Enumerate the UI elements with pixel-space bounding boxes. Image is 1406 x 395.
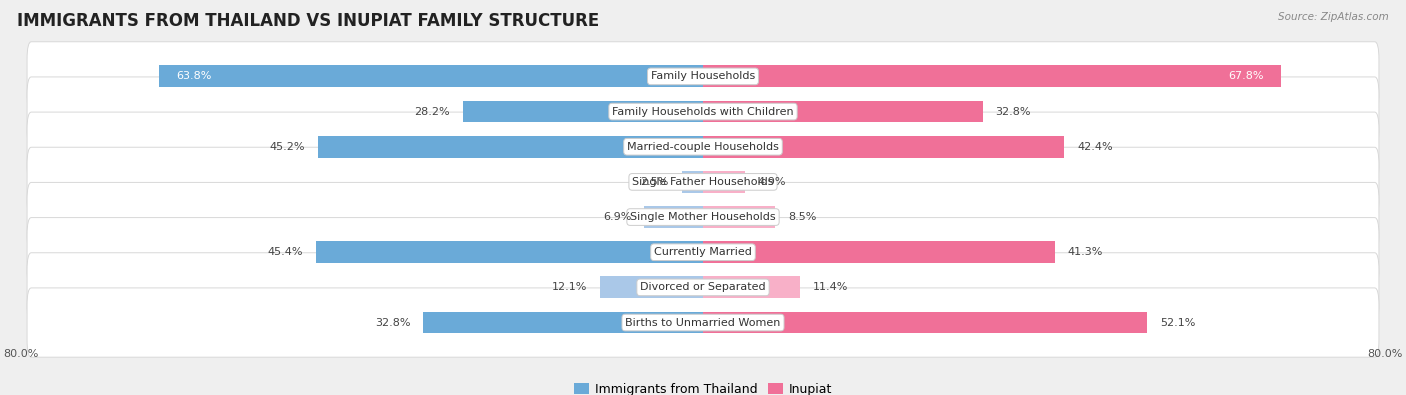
FancyBboxPatch shape bbox=[27, 182, 1379, 252]
Bar bbox=[644, 206, 703, 228]
Text: 4.9%: 4.9% bbox=[758, 177, 786, 187]
Text: 12.1%: 12.1% bbox=[551, 282, 588, 292]
FancyBboxPatch shape bbox=[27, 253, 1379, 322]
Bar bbox=[703, 101, 983, 122]
Text: Births to Unmarried Women: Births to Unmarried Women bbox=[626, 318, 780, 327]
Bar bbox=[318, 136, 703, 158]
Text: Married-couple Households: Married-couple Households bbox=[627, 142, 779, 152]
Bar bbox=[703, 66, 1281, 87]
Text: IMMIGRANTS FROM THAILAND VS INUPIAT FAMILY STRUCTURE: IMMIGRANTS FROM THAILAND VS INUPIAT FAMI… bbox=[17, 12, 599, 30]
Bar bbox=[600, 276, 703, 298]
FancyBboxPatch shape bbox=[27, 42, 1379, 111]
Text: 8.5%: 8.5% bbox=[789, 212, 817, 222]
Bar bbox=[703, 206, 776, 228]
Bar bbox=[159, 66, 703, 87]
Bar bbox=[463, 101, 703, 122]
Bar bbox=[682, 171, 703, 193]
Text: 32.8%: 32.8% bbox=[375, 318, 411, 327]
Text: Divorced or Separated: Divorced or Separated bbox=[640, 282, 766, 292]
Text: 32.8%: 32.8% bbox=[995, 107, 1031, 117]
Text: 28.2%: 28.2% bbox=[415, 107, 450, 117]
Text: 11.4%: 11.4% bbox=[813, 282, 848, 292]
Text: 63.8%: 63.8% bbox=[176, 71, 211, 81]
Bar bbox=[423, 312, 703, 333]
FancyBboxPatch shape bbox=[27, 288, 1379, 357]
Text: 2.5%: 2.5% bbox=[641, 177, 669, 187]
FancyBboxPatch shape bbox=[27, 112, 1379, 181]
Text: Family Households: Family Households bbox=[651, 71, 755, 81]
Text: Single Father Households: Single Father Households bbox=[633, 177, 773, 187]
Bar bbox=[703, 241, 1054, 263]
Text: Source: ZipAtlas.com: Source: ZipAtlas.com bbox=[1278, 12, 1389, 22]
Text: Currently Married: Currently Married bbox=[654, 247, 752, 257]
Text: 45.2%: 45.2% bbox=[270, 142, 305, 152]
Bar bbox=[703, 276, 800, 298]
FancyBboxPatch shape bbox=[27, 147, 1379, 216]
Text: 41.3%: 41.3% bbox=[1067, 247, 1104, 257]
Bar bbox=[316, 241, 703, 263]
Text: 42.4%: 42.4% bbox=[1077, 142, 1112, 152]
Bar bbox=[703, 312, 1147, 333]
Text: 6.9%: 6.9% bbox=[603, 212, 631, 222]
Legend: Immigrants from Thailand, Inupiat: Immigrants from Thailand, Inupiat bbox=[569, 378, 837, 395]
Text: 45.4%: 45.4% bbox=[267, 247, 304, 257]
Bar bbox=[703, 136, 1064, 158]
FancyBboxPatch shape bbox=[27, 77, 1379, 146]
Text: Family Households with Children: Family Households with Children bbox=[612, 107, 794, 117]
Bar bbox=[703, 171, 745, 193]
Text: 52.1%: 52.1% bbox=[1160, 318, 1195, 327]
FancyBboxPatch shape bbox=[27, 218, 1379, 287]
Text: 67.8%: 67.8% bbox=[1229, 71, 1264, 81]
Text: Single Mother Households: Single Mother Households bbox=[630, 212, 776, 222]
